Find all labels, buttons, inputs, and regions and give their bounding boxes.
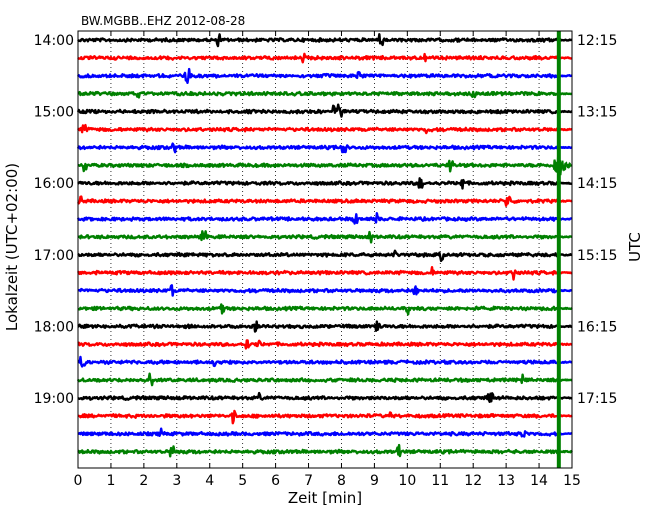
x-tick-label-3: 3 — [172, 473, 181, 489]
left-tick-label-4: 18:00 — [34, 319, 74, 335]
trace-17 — [77, 339, 573, 350]
x-tick-label-12: 12 — [464, 473, 482, 489]
trace-19 — [76, 372, 573, 387]
left-y-axis-label: Lokalzeit (UTC+02:00) — [3, 163, 21, 331]
trace-12 — [77, 249, 573, 263]
x-tick-label-7: 7 — [304, 473, 313, 489]
left-tick-label-2: 16:00 — [34, 176, 74, 192]
right-tick-label-4: 16:15 — [577, 319, 617, 335]
trace-9 — [77, 195, 573, 207]
event-burst — [552, 154, 572, 176]
x-tick-label-0: 0 — [74, 473, 83, 489]
chart-title: BW.MGBB..EHZ 2012-08-28 — [81, 14, 245, 28]
right-tick-label-3: 15:15 — [577, 248, 617, 264]
trace-20 — [77, 391, 573, 403]
x-tick-label-14: 14 — [530, 473, 548, 489]
traces-group — [76, 31, 573, 468]
left-tick-label-5: 19:00 — [34, 391, 74, 407]
x-tick-label-15: 15 — [563, 473, 581, 489]
trace-14 — [77, 284, 573, 297]
trace-18 — [77, 355, 573, 368]
left-y-axis: 14:00 15:00 16:00 17:00 18:00 19:00 — [34, 33, 84, 407]
right-tick-label-0: 12:15 — [577, 33, 617, 49]
trace-0 — [77, 33, 573, 48]
x-tick-label-13: 13 — [497, 473, 515, 489]
left-tick-label-0: 14:00 — [34, 33, 74, 49]
right-y-axis: 12:15 13:15 14:15 15:15 16:15 17:15 — [566, 33, 617, 407]
right-tick-label-2: 14:15 — [577, 176, 617, 192]
x-tick-label-4: 4 — [205, 473, 214, 489]
x-tick-label-9: 9 — [370, 473, 379, 489]
trace-13 — [76, 265, 573, 281]
trace-15 — [77, 303, 573, 316]
trace-3 — [77, 90, 573, 99]
trace-23 — [77, 443, 573, 458]
x-tick-label-6: 6 — [271, 473, 280, 489]
trace-21 — [77, 409, 573, 425]
trace-4 — [76, 103, 573, 118]
x-tick-label-5: 5 — [238, 473, 247, 489]
trace-2 — [76, 67, 573, 85]
x-axis: 0 1 2 3 4 5 6 7 8 9 10 11 12 13 14 15 — [74, 31, 581, 489]
trace-5 — [77, 123, 573, 135]
plot-frame — [77, 30, 573, 469]
x-axis-label: Zeit [min] — [288, 489, 362, 507]
x-tick-label-2: 2 — [139, 473, 148, 489]
trace-8 — [77, 177, 573, 190]
x-tick-label-11: 11 — [431, 473, 449, 489]
right-tick-label-5: 17:15 — [577, 391, 617, 407]
trace-10 — [76, 212, 573, 225]
right-y-axis-label: UTC — [626, 232, 644, 262]
left-tick-label-3: 17:00 — [34, 248, 74, 264]
trace-11 — [77, 230, 573, 244]
trace-6 — [76, 142, 573, 154]
x-tick-label-8: 8 — [337, 473, 346, 489]
x-tick-label-1: 1 — [106, 473, 115, 489]
x-tick-label-10: 10 — [398, 473, 416, 489]
left-tick-label-1: 15:00 — [34, 105, 74, 121]
trace-7 — [77, 159, 573, 173]
right-tick-label-1: 13:15 — [577, 105, 617, 121]
trace-1 — [77, 52, 573, 64]
trace-22 — [77, 427, 573, 438]
grid-lines — [110, 31, 540, 468]
trace-16 — [77, 320, 573, 333]
